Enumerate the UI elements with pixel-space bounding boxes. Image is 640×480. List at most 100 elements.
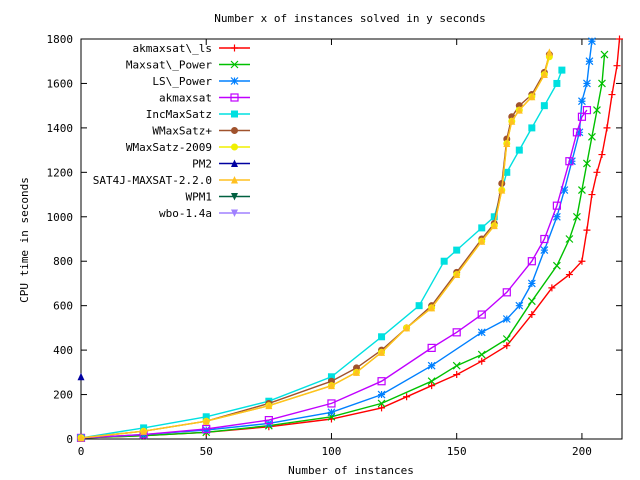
legend-label: WMaxSatz-2009 [126, 141, 212, 154]
data-point [440, 257, 448, 265]
data-point [588, 37, 596, 46]
y-tick-label: 800 [53, 255, 73, 268]
data-point [453, 270, 461, 279]
data-point [502, 335, 511, 343]
data-point [265, 401, 273, 410]
data-point [452, 361, 461, 370]
data-point [502, 315, 511, 323]
legend-marker [230, 77, 239, 85]
data-point [202, 424, 211, 434]
data-point [377, 377, 386, 386]
data-point [565, 271, 573, 279]
data-point [453, 371, 461, 379]
legend-label: akmaxsat\_ls [133, 42, 212, 55]
data-point [593, 106, 601, 115]
data-point [572, 128, 582, 137]
legend-label: LS\_Power [152, 75, 212, 88]
data-point [427, 343, 436, 352]
data-point [515, 146, 523, 154]
x-tick-label: 150 [447, 445, 467, 458]
data-point [552, 212, 561, 221]
legend-label: WPM1 [186, 191, 213, 204]
y-tick-label: 0 [66, 433, 73, 446]
data-point [478, 357, 486, 365]
data-point [202, 413, 210, 421]
data-point [327, 381, 335, 390]
data-point [613, 62, 621, 70]
data-point [552, 201, 561, 210]
data-point [498, 186, 506, 194]
data-point [202, 417, 210, 425]
data-point [515, 106, 523, 114]
data-point [353, 368, 361, 376]
legend-marker [231, 44, 238, 52]
data-point [588, 191, 596, 199]
data-point [502, 288, 511, 297]
series-layer [76, 35, 623, 442]
data-point [477, 328, 486, 337]
data-point [202, 426, 211, 435]
plot-frame [80, 38, 623, 440]
data-point [378, 404, 386, 412]
data-point [427, 377, 436, 386]
data-point [527, 279, 536, 288]
series-8 [77, 48, 553, 442]
data-point [582, 106, 592, 115]
legend-label: SAT4J-MAXSAT-2.2.0 [93, 174, 212, 187]
legend-marker [231, 127, 238, 134]
x-tick-label: 100 [322, 445, 342, 458]
x-tick-label: 200 [572, 445, 592, 458]
data-point [478, 224, 486, 232]
data-point [327, 399, 336, 408]
data-point [558, 66, 566, 74]
legend-label: WMaxSatz+ [152, 125, 212, 138]
data-point [552, 261, 561, 270]
data-point [577, 112, 587, 121]
data-point [578, 186, 586, 195]
data-point [583, 159, 591, 168]
data-point [377, 390, 386, 399]
y-tick-label: 1400 [47, 122, 74, 135]
data-point [560, 186, 569, 195]
data-point [477, 350, 486, 359]
data-point [585, 57, 594, 66]
series-3 [76, 106, 592, 442]
data-point [264, 416, 273, 425]
data-point [478, 237, 486, 245]
data-point [477, 310, 486, 319]
data-point [615, 35, 623, 43]
data-point [583, 226, 591, 234]
series-line [80, 54, 606, 439]
x-axis-label: Number of instances [288, 464, 414, 477]
legend-marker [231, 159, 238, 167]
data-point [428, 303, 436, 312]
data-point [540, 102, 548, 110]
legend-label: wbo-1.4a [159, 207, 212, 220]
data-point [575, 128, 584, 137]
y-tick-label: 1600 [47, 77, 74, 90]
data-point [567, 157, 576, 166]
data-point [403, 323, 411, 332]
series-7 [77, 372, 85, 381]
data-point [428, 382, 436, 390]
data-point [403, 393, 411, 401]
data-point [600, 50, 609, 59]
series-line [80, 41, 593, 439]
data-point [498, 179, 506, 187]
data-point [377, 399, 386, 408]
legend-label: IncMaxSatz [146, 108, 212, 121]
data-point [598, 79, 606, 88]
axis-ticks: 0 50 100 150 200 0 200 400 600 800 1000 1200 1400 160… [47, 33, 622, 458]
data-point [490, 221, 498, 230]
data-point [545, 48, 553, 56]
data-point [378, 348, 386, 356]
data-point [378, 333, 386, 341]
data-point [527, 257, 536, 266]
legend-label: Maxsat\_Power [126, 59, 212, 72]
data-point [508, 117, 516, 125]
data-point [415, 302, 423, 310]
data-point [452, 328, 461, 337]
data-point [540, 234, 549, 244]
legend: akmaxsat\_ls Maxsat\_Power LS\_Powerakmaxs… [93, 42, 250, 220]
